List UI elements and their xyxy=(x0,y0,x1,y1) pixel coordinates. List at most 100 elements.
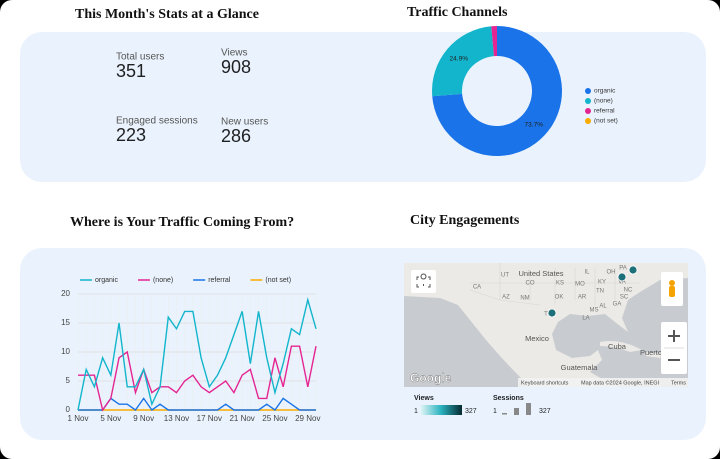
map-point xyxy=(628,265,638,275)
map-label: OH xyxy=(607,270,616,276)
series-line xyxy=(78,397,316,411)
stat-value: 286 xyxy=(221,126,251,146)
map-label: SC xyxy=(620,295,629,301)
x-tick-label: 29 Nov xyxy=(295,414,320,423)
map-title: City Engagements xyxy=(410,213,520,228)
y-tick-label: 10 xyxy=(61,347,70,356)
legend-swatch xyxy=(585,118,591,124)
y-tick-label: 0 xyxy=(66,405,71,414)
map-label: AL xyxy=(599,304,607,310)
map-label: NC xyxy=(624,288,633,294)
map-island xyxy=(600,341,642,352)
map-label: OK xyxy=(555,295,564,301)
map-label: Puerto xyxy=(640,348,662,357)
sessions-size xyxy=(526,403,531,415)
views-gradient xyxy=(420,405,462,415)
sessions-size xyxy=(502,413,507,415)
map-label: MO xyxy=(575,282,585,288)
x-tick-label: 13 Nov xyxy=(164,414,189,423)
stat-label: Total users xyxy=(116,52,164,63)
legend-label: referral xyxy=(208,277,231,284)
x-tick-label: 9 Nov xyxy=(133,414,154,423)
donut-chart: 73.7% 24.9% organic (none) referral (not set) xyxy=(432,26,618,156)
sessions-size xyxy=(514,408,519,415)
map-label: AZ xyxy=(502,295,510,301)
y-tick-label: 20 xyxy=(61,289,70,298)
map-label: Cuba xyxy=(608,342,627,351)
stat-value: 351 xyxy=(116,61,146,81)
y-tick-label: 5 xyxy=(66,376,71,385)
attribution-bar xyxy=(518,378,688,387)
x-tick-label: 5 Nov xyxy=(100,414,121,423)
map: United States Mexico Cuba Guatemala Puerto UT… xyxy=(404,263,688,415)
value-label: 24.9% xyxy=(450,55,469,62)
map-label: CO xyxy=(526,281,535,287)
map-label: Guatemala xyxy=(561,363,599,372)
x-tick-label: 17 Nov xyxy=(197,414,222,423)
map-labels: United States Mexico Cuba Guatemala Puerto UT… xyxy=(473,266,662,372)
map-point xyxy=(617,272,627,282)
map-label: CA xyxy=(473,285,481,291)
legend-swatch xyxy=(585,108,591,114)
map-borders xyxy=(469,263,640,306)
map-label: IL xyxy=(584,270,590,276)
stat-label: Engaged sessions xyxy=(116,116,198,127)
attribution[interactable]: Keyboard shortcuts xyxy=(521,380,569,386)
map-land xyxy=(404,263,688,387)
legend-label: organic xyxy=(594,88,616,95)
chart-title: Traffic Channels xyxy=(407,5,508,20)
legend-label: organic xyxy=(95,277,118,284)
stat-label: Views xyxy=(221,48,248,59)
locate-icon xyxy=(416,273,431,288)
line-chart: 0 5 10 15 20 1 Nov 5 Nov 9 Nov 13 Nov 17 Nov 21 No… xyxy=(61,277,320,423)
legend-swatch xyxy=(585,88,591,94)
legend-label: (not set) xyxy=(265,277,291,284)
legend-min: 1 xyxy=(414,408,418,415)
series-line xyxy=(78,345,317,412)
map-label: MS xyxy=(590,308,599,314)
legend-max: 327 xyxy=(539,408,551,415)
legend-max: 327 xyxy=(465,408,477,415)
x-tick-label: 25 Nov xyxy=(262,414,287,423)
pegman-icon xyxy=(669,280,675,286)
y-tick-label: 15 xyxy=(61,318,70,327)
donut-slice xyxy=(432,26,494,97)
stats-title: This Month's Stats at a Glance xyxy=(75,7,259,22)
x-tick-label: 21 Nov xyxy=(229,414,254,423)
map-label: UT xyxy=(501,273,509,279)
x-tick-label: 1 Nov xyxy=(68,414,89,423)
legend-label: (none) xyxy=(594,98,613,105)
stat-value: 908 xyxy=(221,57,251,77)
legend-label: (not set) xyxy=(594,118,618,125)
legend-title: Views xyxy=(414,395,434,402)
legend-label: (none) xyxy=(153,277,173,284)
legend-swatch xyxy=(585,98,591,104)
legend-title: Sessions xyxy=(493,395,524,402)
series-line xyxy=(77,297,317,411)
map-label: PA xyxy=(619,266,627,272)
map-label: LA xyxy=(582,316,589,322)
map-island xyxy=(646,352,662,358)
map-label: United States xyxy=(518,269,563,278)
donut-slice xyxy=(491,26,497,57)
map-label: KY xyxy=(598,280,606,286)
map-label: Mexico xyxy=(525,334,549,343)
google-logo: Google xyxy=(410,371,452,385)
value-label: 73.7% xyxy=(525,122,544,129)
attribution[interactable]: Terms xyxy=(671,380,686,386)
map-label: GA xyxy=(613,302,622,308)
map-label: KS xyxy=(556,281,564,287)
map-point xyxy=(547,308,557,318)
attribution: Map data ©2024 Google, INEGI xyxy=(581,379,660,386)
map-label: VA xyxy=(618,280,626,286)
stat-label: New users xyxy=(221,117,268,128)
map-label: TN xyxy=(596,289,604,295)
pegman-icon xyxy=(669,286,675,297)
zoom-in[interactable] xyxy=(668,330,680,342)
donut-slice xyxy=(432,26,563,156)
legend-label: referral xyxy=(594,108,615,115)
locate-button[interactable] xyxy=(411,270,436,293)
map-label: NM xyxy=(520,296,529,302)
stat-value: 223 xyxy=(116,125,146,145)
